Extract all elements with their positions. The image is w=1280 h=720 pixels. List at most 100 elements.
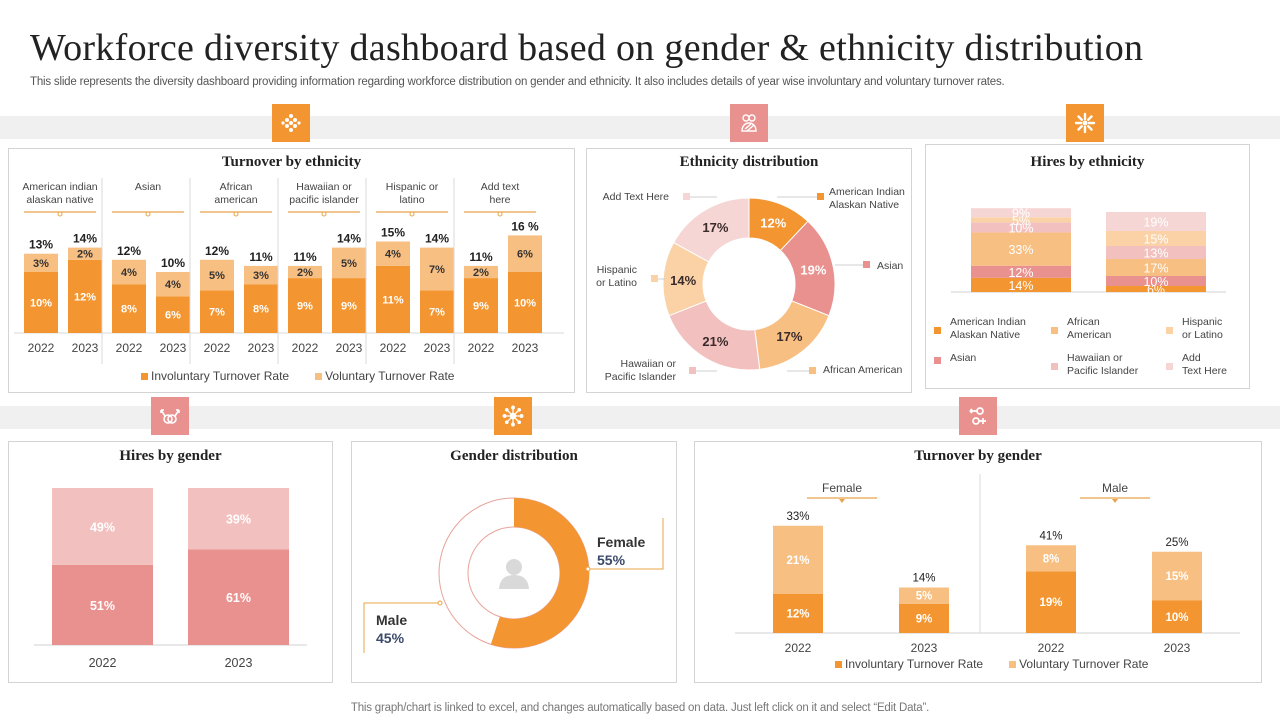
group-marker — [321, 211, 327, 217]
bar-voluntary — [1152, 551, 1202, 601]
data-label: 10% — [30, 298, 52, 310]
legend-label: Alaskan Native — [829, 199, 899, 211]
bar-voluntary — [508, 235, 542, 272]
total-label: 11% — [293, 250, 317, 264]
total-label: 25% — [1165, 537, 1188, 549]
bar-voluntary — [112, 259, 146, 285]
bar-voluntary — [288, 265, 322, 279]
data-label: 61% — [226, 591, 251, 605]
section-band-top — [0, 116, 1280, 139]
slice-label: 21% — [702, 334, 728, 349]
male-female-icon — [959, 397, 997, 435]
bar-involuntary — [24, 272, 58, 333]
bar-segment — [971, 208, 1071, 218]
turnover-by-gender-chart[interactable]: Female 12% 21% 33% 2022 9% 5% 14% 2023 Male 19% 8% 4… — [695, 442, 1263, 657]
group-marker — [1112, 499, 1118, 503]
ethnicity-distribution-chart[interactable]: 12% 19% 17% 21% 14% 17% American IndianAlaskan… — [587, 149, 913, 394]
data-label: 10% — [1008, 221, 1033, 235]
data-label: 8% — [1043, 553, 1060, 565]
data-label: 19% — [1143, 216, 1168, 230]
data-label: 2% — [297, 267, 313, 279]
turnover-by-ethnicity-panel: Turnover by ethnicity American indian ala… — [8, 148, 575, 393]
ethnicity-distribution-panel: Ethnicity distribution 12% 19% 17% 21% 14% 17… — [586, 148, 912, 393]
hires-by-ethnicity-chart[interactable]: 14%12%33%10%5%9%6%10%17%13%15%19%America… — [926, 145, 1251, 390]
legend-label: Hispanic — [597, 264, 637, 276]
group-people-icon — [730, 104, 768, 142]
x-tick-label: 2022 — [1038, 641, 1065, 655]
bar-voluntary — [464, 265, 498, 279]
legend-swatch — [809, 367, 816, 374]
group-marker — [409, 211, 415, 217]
legend-label: Hawaiian or — [1067, 352, 1123, 364]
panel-title: Turnover by gender — [914, 448, 1042, 464]
bar-segment — [1106, 286, 1206, 292]
callout-marker — [585, 566, 591, 572]
total-label: 15% — [381, 226, 405, 240]
flower-icon — [1066, 104, 1104, 142]
total-label: 12% — [205, 244, 229, 258]
x-tick-label: 2022 — [785, 641, 812, 655]
legend-swatch — [934, 357, 941, 364]
x-tick-label: 2023 — [160, 341, 187, 355]
bar-voluntary — [1026, 545, 1076, 572]
group-label: Hawaiian or — [296, 181, 352, 193]
legend-label: American — [1067, 329, 1112, 341]
data-label: 10% — [1143, 275, 1168, 289]
legend-item: Voluntary Turnover Rate — [315, 369, 454, 383]
legend-swatch — [1051, 363, 1058, 370]
x-tick-label: 2022 — [380, 341, 407, 355]
bar-segment — [188, 488, 289, 550]
total-label: 41% — [1039, 530, 1062, 542]
bar-involuntary — [508, 272, 542, 333]
data-label: 9% — [1012, 207, 1030, 221]
group-label: american — [214, 194, 257, 206]
female-value: 55% — [597, 552, 626, 568]
total-label: 11% — [249, 250, 273, 264]
data-label: 8% — [253, 304, 269, 316]
legend-label: Add Text Here — [603, 191, 670, 203]
male-value: 45% — [376, 630, 405, 646]
legend-swatch — [1051, 327, 1058, 334]
legend-swatch — [934, 327, 941, 334]
donut-slice — [672, 197, 750, 263]
bar-segment — [971, 217, 1071, 223]
legend-swatch — [817, 193, 824, 200]
legend-label: Add — [1182, 352, 1201, 364]
x-tick-label: 2022 — [204, 341, 231, 355]
person-icon — [506, 559, 522, 575]
gender-distribution-chart[interactable]: Female 55% Male 45% — [352, 442, 678, 684]
legend-item: Voluntary Turnover Rate — [1009, 657, 1148, 671]
slice-label: 14% — [670, 273, 696, 288]
callout-line — [588, 518, 664, 570]
legend-swatch — [683, 193, 690, 200]
data-label: 3% — [253, 270, 269, 282]
total-label: 10% — [161, 256, 185, 270]
chart-legend: Involuntary Turnover Rate Voluntary Turn… — [141, 369, 454, 383]
male-label: Male — [376, 612, 407, 628]
footer-note: This graph/chart is linked to excel, and… — [350, 702, 930, 714]
data-label: 9% — [341, 301, 357, 313]
bar-voluntary — [68, 247, 102, 260]
hires-by-gender-chart[interactable]: 51% 49% 2022 61% 39% 2023 — [9, 442, 334, 684]
data-label: 7% — [429, 307, 445, 319]
bar-voluntary — [773, 525, 823, 594]
slice-label: 17% — [702, 220, 728, 235]
slice-label: 12% — [760, 216, 786, 231]
bar-segment — [971, 222, 1071, 233]
group-label: Asian — [135, 181, 161, 193]
bar-segment — [971, 277, 1071, 292]
bar-involuntary — [200, 290, 234, 333]
bar-involuntary — [332, 278, 366, 333]
data-label: 6% — [165, 310, 181, 322]
page-subtitle: This slide represents the diversity dash… — [30, 76, 1005, 88]
data-label: 8% — [121, 304, 137, 316]
donut-slice-female — [490, 498, 589, 648]
legend-label: Hispanic — [1182, 316, 1222, 328]
data-label: 51% — [90, 599, 115, 613]
bar-voluntary — [899, 587, 949, 604]
data-label: 5% — [916, 591, 933, 603]
data-label: 15% — [1143, 233, 1168, 247]
total-label: 16 % — [511, 219, 539, 233]
bar-voluntary — [156, 272, 190, 297]
